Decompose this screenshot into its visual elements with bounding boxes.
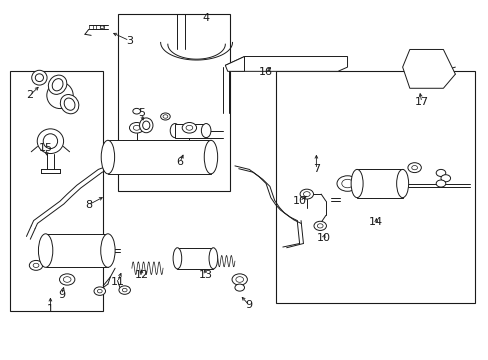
Text: 3: 3 [126, 36, 133, 46]
Ellipse shape [32, 70, 47, 85]
Text: 12: 12 [134, 270, 148, 280]
Circle shape [300, 189, 313, 199]
Circle shape [122, 288, 127, 292]
Text: 6: 6 [176, 157, 183, 167]
Circle shape [182, 122, 196, 133]
Text: 2: 2 [26, 90, 33, 100]
Text: 7: 7 [312, 165, 319, 174]
Ellipse shape [43, 134, 58, 149]
Text: 9: 9 [58, 290, 65, 300]
Text: 5: 5 [138, 108, 144, 118]
Bar [10, 71, 103, 311]
Circle shape [313, 221, 326, 230]
Circle shape [60, 274, 75, 285]
Text: 4: 4 [202, 13, 209, 23]
Circle shape [185, 125, 192, 130]
Text: 13: 13 [199, 270, 213, 280]
Ellipse shape [201, 123, 210, 138]
Polygon shape [225, 57, 347, 71]
Bar [108, 140, 210, 174]
Text: 14: 14 [368, 217, 383, 227]
Ellipse shape [39, 234, 53, 267]
Circle shape [63, 277, 71, 282]
Ellipse shape [47, 82, 73, 109]
Text: 10: 10 [316, 233, 330, 243]
Circle shape [303, 192, 309, 197]
Circle shape [33, 263, 39, 267]
Ellipse shape [396, 170, 408, 198]
Ellipse shape [35, 74, 43, 82]
Ellipse shape [101, 140, 114, 174]
Circle shape [133, 108, 140, 114]
Circle shape [163, 115, 167, 118]
Text: 9: 9 [245, 300, 252, 310]
Bar [177, 248, 213, 269]
Circle shape [336, 176, 357, 191]
Circle shape [185, 149, 192, 153]
Ellipse shape [204, 140, 217, 174]
Ellipse shape [60, 95, 79, 114]
Circle shape [129, 122, 143, 133]
Bar [356, 170, 402, 198]
Circle shape [133, 125, 140, 130]
Circle shape [440, 175, 449, 182]
Ellipse shape [173, 248, 182, 269]
Text: 1: 1 [47, 304, 54, 314]
Circle shape [119, 286, 130, 294]
Bar [117, 14, 230, 190]
Bar [175, 123, 206, 138]
Text: 16: 16 [259, 67, 272, 77]
Text: 11: 11 [110, 277, 124, 287]
Ellipse shape [139, 118, 153, 133]
Text: 15: 15 [39, 143, 53, 153]
Ellipse shape [101, 234, 115, 267]
Bar [45, 234, 108, 267]
Ellipse shape [142, 121, 149, 130]
Ellipse shape [37, 129, 63, 153]
Circle shape [232, 274, 247, 285]
Circle shape [182, 146, 196, 156]
Polygon shape [225, 57, 244, 71]
Ellipse shape [48, 75, 67, 94]
Circle shape [435, 180, 445, 187]
Circle shape [407, 163, 421, 172]
Circle shape [29, 260, 42, 270]
Circle shape [234, 284, 244, 291]
Text: 8: 8 [85, 200, 92, 210]
Text: 17: 17 [414, 98, 428, 107]
Circle shape [435, 170, 445, 176]
Circle shape [97, 289, 102, 293]
Circle shape [94, 287, 105, 295]
Ellipse shape [208, 248, 217, 269]
Ellipse shape [350, 170, 363, 198]
Polygon shape [402, 49, 454, 88]
Ellipse shape [170, 123, 180, 138]
Text: 10: 10 [292, 196, 306, 206]
Ellipse shape [52, 78, 63, 91]
Circle shape [235, 277, 243, 282]
Bar [275, 71, 473, 303]
Circle shape [411, 166, 417, 170]
Circle shape [341, 179, 352, 188]
Circle shape [317, 224, 323, 228]
Circle shape [160, 113, 170, 120]
Circle shape [100, 26, 104, 29]
Ellipse shape [64, 98, 75, 110]
